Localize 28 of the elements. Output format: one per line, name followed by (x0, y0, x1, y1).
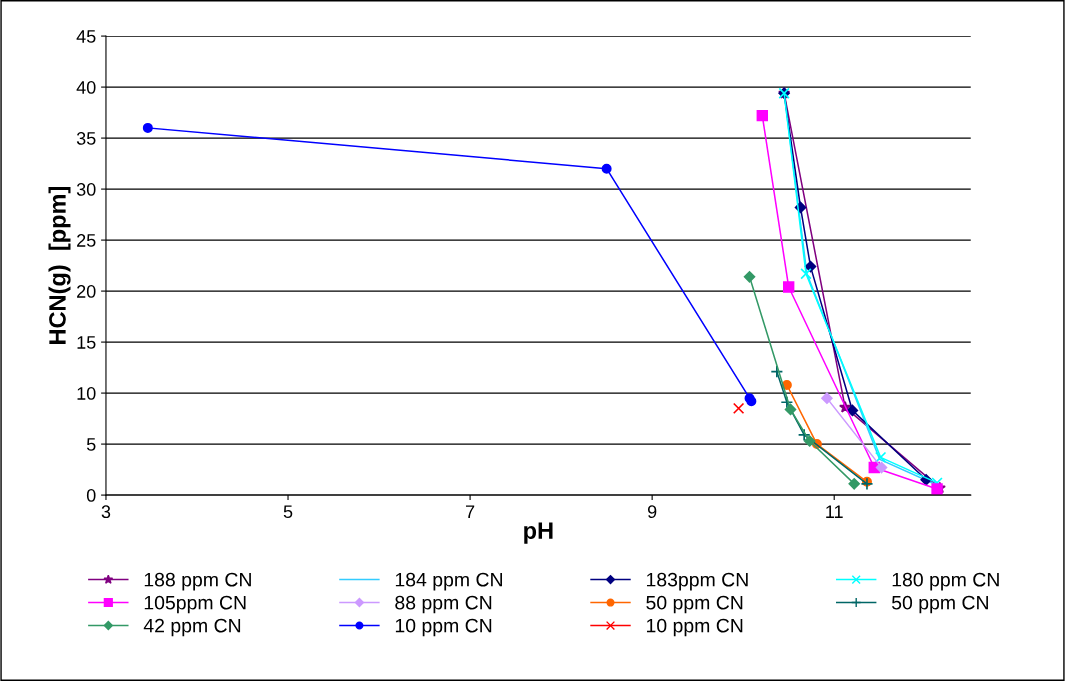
x-axis-title: pH (524, 522, 553, 544)
legend-label: 88 ppm CN (395, 595, 492, 614)
y-tick-label: 30 (76, 183, 96, 196)
y-tick-label: 35 (76, 132, 96, 145)
legend-label: 105ppm CN (144, 595, 246, 614)
y-tick-label: 40 (76, 81, 96, 94)
legend-label: 180 ppm CN (892, 572, 999, 591)
y-tick-label: 25 (77, 234, 96, 247)
legend-label: 184 ppm CN (395, 572, 502, 591)
x-tick-label: 3 (101, 505, 111, 519)
legend-label: 42 ppm CN (143, 618, 241, 637)
x-tick-label: 9 (647, 505, 657, 519)
y-tick-label: 5 (86, 438, 96, 451)
y-axis-title: HCN(g) [ppm] (48, 186, 71, 344)
legend-label: 50 ppm CN (891, 595, 988, 614)
y-tick-label: 15 (77, 336, 96, 349)
y-tick-label: 20 (77, 285, 96, 298)
legend-label: 50 ppm CN (646, 595, 743, 614)
x-tick-label: 7 (465, 505, 475, 518)
x-tick-label: 5 (283, 505, 293, 519)
legend-label: 183ppm CN (646, 572, 748, 591)
legend-label: 10 ppm CN (395, 618, 492, 637)
legend-label: 10 ppm CN (646, 618, 743, 637)
y-tick-label: 0 (86, 489, 96, 502)
legend-label: 188 ppm CN (144, 572, 251, 591)
y-tick-label: 45 (76, 30, 96, 43)
y-tick-label: 10 (77, 387, 96, 400)
x-tick-label: 11 (826, 505, 843, 518)
